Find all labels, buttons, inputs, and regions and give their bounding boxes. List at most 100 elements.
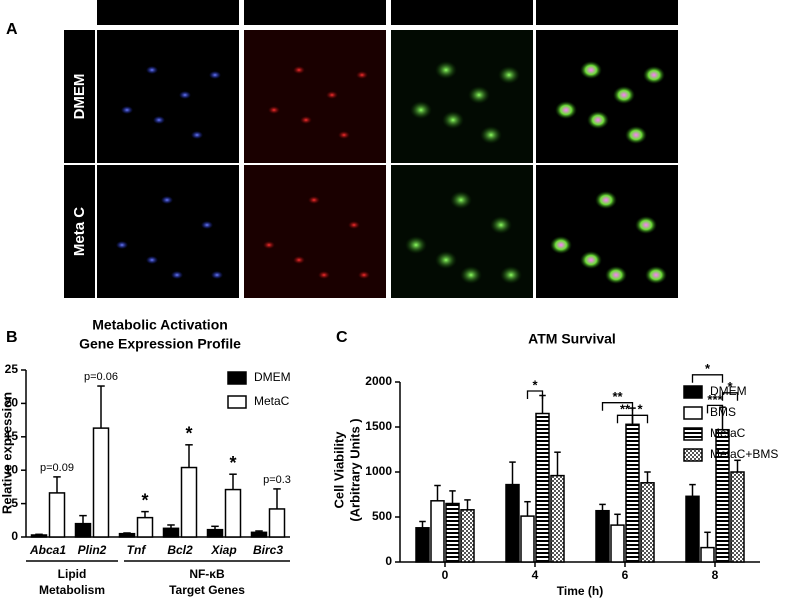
micrograph xyxy=(244,30,386,163)
annotation: * xyxy=(141,490,148,510)
significance-bracket xyxy=(721,392,739,401)
bar xyxy=(136,516,154,538)
column-header: F4/80 xyxy=(444,4,480,20)
x-tick-label: Birc3 xyxy=(253,543,283,557)
cell xyxy=(625,126,647,144)
microscopy-grid: DAPI p65 F4/80 Overlay DMEM Meta C xyxy=(64,0,678,298)
micrograph xyxy=(391,30,533,163)
column-header-bg xyxy=(536,0,678,25)
bar xyxy=(92,427,110,538)
bar xyxy=(430,500,445,563)
bar xyxy=(730,471,745,563)
x-tick-label: Tnf xyxy=(127,543,147,557)
column-header: Overlay xyxy=(581,4,633,20)
chart-c: 05001000150020000468DMEMBMSMetaCMetaC+BM… xyxy=(331,331,778,598)
bar xyxy=(224,488,242,538)
column-header: DAPI xyxy=(151,4,184,20)
cell xyxy=(209,71,221,79)
cell xyxy=(358,271,370,279)
x-axis-label: Time (h) xyxy=(557,584,603,598)
significance-label: ** xyxy=(612,389,623,404)
x-tick-label: 0 xyxy=(442,568,449,582)
bar xyxy=(118,532,136,538)
significance-bracket xyxy=(691,374,724,383)
cell xyxy=(121,106,133,114)
micrograph xyxy=(536,30,678,163)
bar xyxy=(415,527,430,563)
cell xyxy=(555,101,577,119)
cell xyxy=(468,86,490,104)
legend-label: MetaC xyxy=(710,426,746,440)
cell xyxy=(480,126,502,144)
legend-swatch xyxy=(683,385,703,399)
cell xyxy=(191,131,203,139)
y-tick-label: 0 xyxy=(385,554,392,568)
row-header-bg xyxy=(64,30,95,163)
x-tick-label: Abca1 xyxy=(29,543,66,557)
cell xyxy=(645,266,667,284)
bar xyxy=(206,528,224,538)
bar xyxy=(610,524,625,563)
significance-bracket xyxy=(601,402,634,411)
y-axis-label: (Arbitrary Units ) xyxy=(347,418,362,521)
y-tick-label: 5 xyxy=(11,496,18,510)
panel-label: C xyxy=(336,329,348,346)
significance-label: * xyxy=(705,361,711,376)
legend-swatch xyxy=(227,371,247,385)
significance-label: * xyxy=(637,402,643,417)
bar xyxy=(640,482,655,563)
cell xyxy=(435,251,457,269)
cell xyxy=(635,216,657,234)
legend-label: MetaC+BMS xyxy=(710,447,778,461)
y-tick-label: 1500 xyxy=(365,419,392,433)
y-axis-label: Cell Viability xyxy=(331,431,346,509)
y-tick-label: 500 xyxy=(372,509,392,523)
chart-b: 0 5 10 15 20 25 Abca1 Plin2 Tnf Bcl2 Xiap Birc3 DMEM… xyxy=(0,317,291,597)
y-tick-label: 0 xyxy=(11,529,18,543)
y-tick-label: 1000 xyxy=(365,464,392,478)
significance-bracket xyxy=(706,404,724,414)
cell xyxy=(179,91,191,99)
column-header-bg xyxy=(97,0,239,25)
y-tick-label: 15 xyxy=(5,429,19,443)
cell xyxy=(643,66,665,84)
column-header-bg xyxy=(244,0,386,25)
cell xyxy=(613,86,635,104)
annotation: * xyxy=(185,424,192,444)
annotation: * xyxy=(229,453,236,473)
micrograph xyxy=(97,30,239,163)
significance-bracket xyxy=(526,390,544,399)
column-header: p65 xyxy=(303,4,327,20)
legend-swatch xyxy=(683,427,703,441)
x-tick-label: Bcl2 xyxy=(167,543,193,557)
cell xyxy=(146,256,158,264)
legend-label: DMEM xyxy=(254,370,291,384)
legend-swatch xyxy=(683,406,703,420)
cell xyxy=(405,236,427,254)
row-header: DMEM xyxy=(71,74,88,120)
significance-bracket xyxy=(631,414,649,424)
bar xyxy=(250,531,268,538)
column-header-bg xyxy=(391,0,533,25)
significance-label: *** xyxy=(707,392,723,407)
group-label: Target Genes xyxy=(169,583,245,597)
row-header-bg xyxy=(64,165,95,298)
annotation: p=0.3 xyxy=(263,474,291,486)
cell xyxy=(442,111,464,129)
chart-title: Metabolic Activation xyxy=(92,317,228,333)
bar xyxy=(700,546,715,563)
cell xyxy=(300,116,312,124)
cell xyxy=(498,66,520,84)
cell xyxy=(293,256,305,264)
cell xyxy=(410,101,432,119)
row-header: Meta C xyxy=(71,207,88,256)
y-axis-label: Relative expression xyxy=(0,392,14,514)
cell xyxy=(116,241,128,249)
bar xyxy=(180,466,198,538)
significance-label: ** xyxy=(620,402,631,417)
cell xyxy=(435,61,457,79)
bar xyxy=(595,509,610,563)
cell xyxy=(211,271,223,279)
cell xyxy=(595,191,617,209)
bar xyxy=(505,483,520,563)
